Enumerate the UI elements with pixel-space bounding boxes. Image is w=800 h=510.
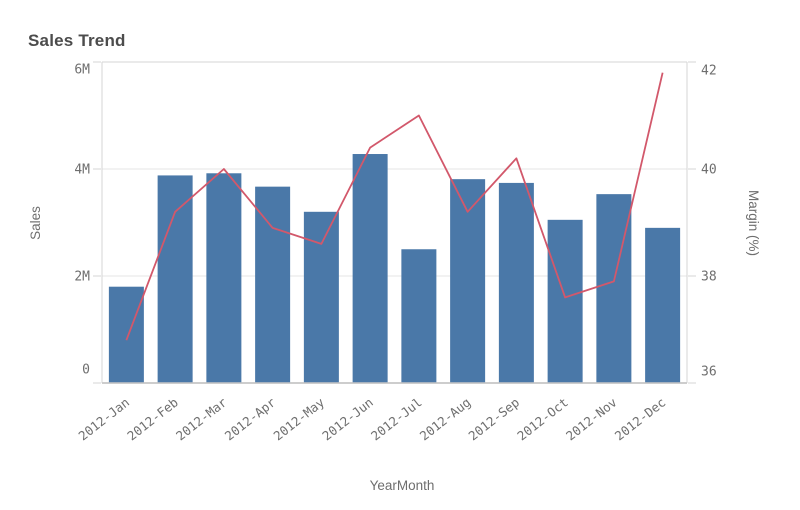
- bar-2012-Jun[interactable]: [352, 154, 388, 383]
- y-axis-left-tick-label: 0: [82, 363, 90, 378]
- y-axis-left-tick-label: 6M: [74, 63, 90, 78]
- bar-2012-Sep[interactable]: [498, 182, 534, 383]
- bar-2012-Jul[interactable]: [401, 249, 437, 383]
- bar-2012-Feb[interactable]: [157, 175, 193, 383]
- x-tick-label-2012-Oct: 2012-Oct: [514, 395, 571, 444]
- bar-2012-May[interactable]: [303, 211, 339, 383]
- x-tick-label-2012-Nov: 2012-Nov: [563, 395, 620, 444]
- bar-2012-Oct[interactable]: [547, 219, 583, 383]
- x-tick-label-2012-Aug: 2012-Aug: [417, 395, 474, 444]
- margin-line[interactable]: [125, 72, 664, 341]
- x-tick-label-2012-Mar: 2012-Mar: [173, 394, 230, 443]
- y-axis-left-tick-label: 2M: [74, 270, 90, 285]
- y-axis-right-tick-label: 36: [701, 365, 717, 380]
- x-axis-title: YearMonth: [370, 478, 435, 493]
- bar-2012-Aug[interactable]: [450, 179, 486, 383]
- y-axis-right-tick-label: 38: [701, 270, 717, 285]
- right-axis-title: Margin (%): [746, 190, 761, 256]
- x-tick-label-2012-Apr: 2012-Apr: [222, 394, 279, 443]
- x-tick-label-2012-Jul: 2012-Jul: [368, 395, 425, 444]
- y-axis-right-tick-label: 42: [701, 64, 717, 79]
- bar-2012-Nov[interactable]: [596, 194, 632, 383]
- chart-title: Sales Trend: [28, 31, 126, 50]
- bar-2012-Mar[interactable]: [206, 173, 242, 383]
- y-axis-left-tick-label: 4M: [74, 163, 90, 178]
- x-tick-label-2012-May: 2012-May: [271, 394, 328, 443]
- y-axis-right-tick-label: 40: [701, 163, 717, 178]
- x-tick-label-2012-Jan: 2012-Jan: [76, 395, 133, 444]
- x-tick-label-2012-Jun: 2012-Jun: [319, 395, 376, 444]
- left-axis-title: Sales: [28, 206, 43, 240]
- bar-2012-Jan[interactable]: [108, 286, 144, 383]
- x-tick-label-2012-Feb: 2012-Feb: [124, 395, 181, 444]
- bar-2012-Apr[interactable]: [255, 186, 291, 383]
- x-tick-label-2012-Dec: 2012-Dec: [612, 395, 669, 444]
- bar-2012-Dec[interactable]: [645, 227, 681, 383]
- x-tick-label-2012-Sep: 2012-Sep: [466, 395, 523, 444]
